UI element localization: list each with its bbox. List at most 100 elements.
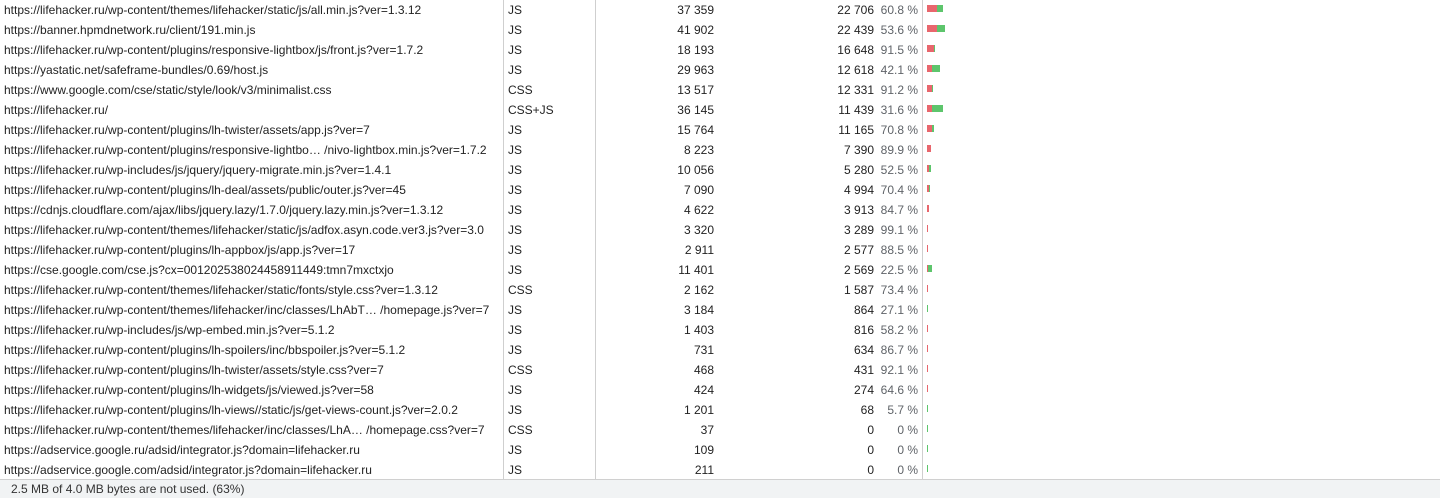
resource-type: JS — [508, 263, 523, 277]
unused-bytes-bar — [927, 65, 932, 72]
usage-visualization — [927, 60, 1127, 80]
unused-percent: 92.1 % — [880, 363, 918, 377]
usage-visualization — [927, 20, 1127, 40]
usage-bar — [927, 225, 928, 232]
table-row[interactable]: https://adservice.google.ru/adsid/integr… — [0, 440, 1440, 460]
unused-bytes: 3 913 — [843, 203, 874, 217]
unused-percent: 86.7 % — [880, 343, 918, 357]
unused-bytes: 0 — [867, 463, 874, 477]
resource-url: https://lifehacker.ru/wp-content/themes/… — [4, 303, 490, 317]
unused-bytes: 7 390 — [843, 143, 874, 157]
table-row[interactable]: https://banner.hpmdnetwork.ru/client/191… — [0, 20, 1440, 40]
table-row[interactable]: https://lifehacker.ru/wp-content/themes/… — [0, 280, 1440, 300]
resource-url: https://banner.hpmdnetwork.ru/client/191… — [4, 23, 256, 37]
table-row[interactable]: https://cse.google.com/cse.js?cx=0012025… — [0, 260, 1440, 280]
unused-percent: 22.5 % — [880, 263, 918, 277]
unused-percent: 0 % — [897, 443, 918, 457]
table-row[interactable]: https://www.google.com/cse/static/style/… — [0, 80, 1440, 100]
unused-bytes-bar — [927, 45, 934, 52]
used-bytes-bar — [927, 465, 928, 472]
resource-url: https://lifehacker.ru/wp-includes/js/jqu… — [4, 163, 392, 177]
table-row[interactable]: https://lifehacker.ru/wp-content/plugins… — [0, 180, 1440, 200]
unused-percent: 42.1 % — [880, 63, 918, 77]
table-row[interactable]: https://lifehacker.ru/wp-includes/js/jqu… — [0, 160, 1440, 180]
unused-bytes: 2 569 — [843, 263, 874, 277]
resource-url: https://lifehacker.ru/wp-content/plugins… — [4, 123, 370, 137]
resource-url: https://lifehacker.ru/wp-content/plugins… — [4, 383, 374, 397]
unused-bytes-bar — [927, 385, 928, 392]
resource-url: https://lifehacker.ru/wp-content/plugins… — [4, 363, 384, 377]
unused-bytes-bar — [927, 5, 937, 12]
usage-bar — [927, 145, 931, 152]
usage-visualization — [927, 340, 1127, 360]
usage-bar — [927, 285, 928, 292]
unused-percent: 73.4 % — [880, 283, 918, 297]
unused-percent: 0 % — [897, 463, 918, 477]
resource-url: https://lifehacker.ru/wp-content/themes/… — [4, 3, 422, 17]
unused-percent: 99.1 % — [880, 223, 918, 237]
unused-bytes: 0 — [867, 443, 874, 457]
used-bytes-bar — [927, 445, 928, 452]
status-text: 2.5 MB of 4.0 MB bytes are not used. (63… — [11, 482, 245, 496]
total-bytes: 37 359 — [677, 3, 714, 17]
usage-visualization — [927, 320, 1127, 340]
unused-bytes: 864 — [853, 303, 874, 317]
usage-visualization — [927, 40, 1127, 60]
usage-bar — [927, 5, 943, 12]
total-bytes: 29 963 — [677, 63, 714, 77]
unused-percent: 5.7 % — [887, 403, 918, 417]
total-bytes: 2 911 — [684, 243, 714, 257]
resource-url: https://lifehacker.ru/wp-content/plugins… — [4, 143, 487, 157]
unused-bytes: 22 706 — [837, 3, 874, 17]
unused-percent: 91.2 % — [880, 83, 918, 97]
total-bytes: 3 184 — [683, 303, 714, 317]
table-row[interactable]: https://lifehacker.ru/CSS+JS 36 145 11 439… — [0, 100, 1440, 120]
unused-bytes: 634 — [853, 343, 874, 357]
usage-visualization — [927, 440, 1127, 460]
table-row[interactable]: https://lifehacker.ru/wp-content/themes/… — [0, 220, 1440, 240]
unused-percent: 52.5 % — [880, 163, 918, 177]
total-bytes: 37 — [700, 423, 714, 437]
usage-visualization — [927, 260, 1127, 280]
used-bytes-bar — [932, 65, 940, 72]
table-row[interactable]: https://adservice.google.com/adsid/integ… — [0, 460, 1440, 480]
unused-bytes-bar — [927, 365, 928, 372]
unused-percent: 84.7 % — [880, 203, 918, 217]
unused-bytes: 68 — [860, 403, 874, 417]
table-row[interactable]: https://lifehacker.ru/wp-content/plugins… — [0, 140, 1440, 160]
usage-bar — [927, 85, 933, 92]
table-row[interactable]: https://lifehacker.ru/wp-content/plugins… — [0, 380, 1440, 400]
usage-visualization — [927, 200, 1127, 220]
resource-url: https://lifehacker.ru/wp-content/plugins… — [4, 403, 458, 417]
unused-bytes: 16 648 — [837, 43, 874, 57]
table-row[interactable]: https://lifehacker.ru/wp-includes/js/wp-… — [0, 320, 1440, 340]
table-row[interactable]: https://cdnjs.cloudflare.com/ajax/libs/j… — [0, 200, 1440, 220]
table-row[interactable]: https://lifehacker.ru/wp-content/plugins… — [0, 120, 1440, 140]
table-row[interactable]: https://lifehacker.ru/wp-content/plugins… — [0, 40, 1440, 60]
table-row[interactable]: https://yastatic.net/safeframe-bundles/0… — [0, 60, 1440, 80]
total-bytes: 8 223 — [683, 143, 714, 157]
table-row[interactable]: https://lifehacker.ru/wp-content/themes/… — [0, 0, 1440, 20]
resource-url: https://lifehacker.ru/wp-content/plugins… — [4, 243, 356, 257]
usage-visualization — [927, 80, 1127, 100]
unused-bytes: 3 289 — [843, 223, 874, 237]
table-row[interactable]: https://lifehacker.ru/wp-content/plugins… — [0, 240, 1440, 260]
usage-visualization — [927, 280, 1127, 300]
unused-bytes: 11 439 — [838, 103, 874, 117]
unused-bytes: 12 331 — [837, 83, 874, 97]
resource-url: https://lifehacker.ru/ — [4, 103, 109, 117]
resource-type: JS — [508, 163, 523, 177]
table-row[interactable]: https://lifehacker.ru/wp-content/themes/… — [0, 420, 1440, 440]
usage-bar — [927, 365, 928, 372]
table-row[interactable]: https://lifehacker.ru/wp-content/themes/… — [0, 300, 1440, 320]
total-bytes: 1 201 — [683, 403, 714, 417]
used-bytes-bar — [927, 405, 928, 412]
unused-bytes: 4 994 — [843, 183, 874, 197]
table-row[interactable]: https://lifehacker.ru/wp-content/plugins… — [0, 360, 1440, 380]
unused-bytes-bar — [927, 205, 929, 212]
table-row[interactable]: https://lifehacker.ru/wp-content/plugins… — [0, 340, 1440, 360]
table-row[interactable]: https://lifehacker.ru/wp-content/plugins… — [0, 400, 1440, 420]
usage-bar — [927, 385, 928, 392]
total-bytes: 731 — [693, 343, 714, 357]
used-bytes-bar — [927, 425, 928, 432]
